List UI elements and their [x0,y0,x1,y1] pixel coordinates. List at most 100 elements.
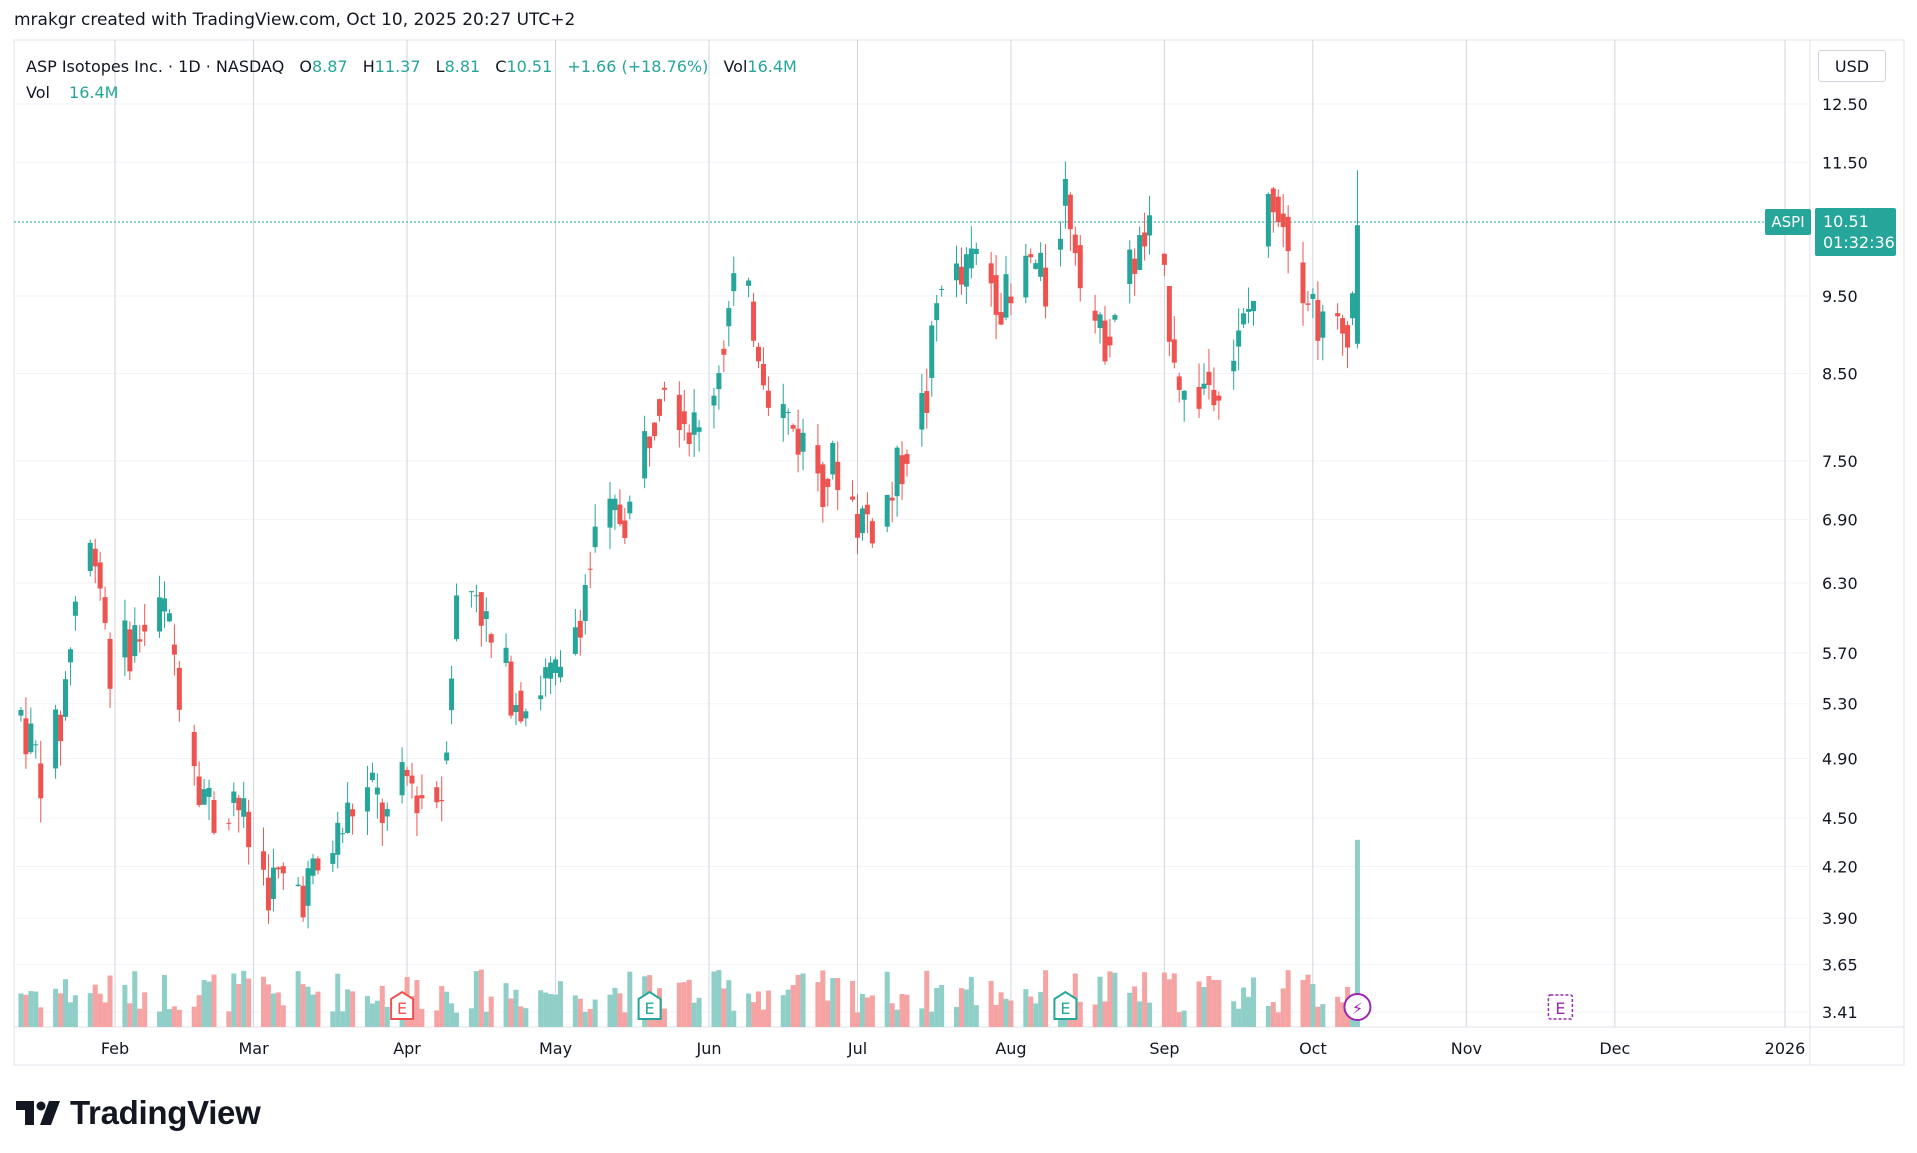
volume-bar [939,984,945,1027]
candle-body [572,627,578,654]
candle-body [1315,299,1321,341]
volume-bar [1142,972,1148,1027]
candle-body [508,661,514,716]
candle-body [171,644,177,655]
volume-bar [340,1011,346,1027]
bar-countdown: 01:32:36 [1823,233,1895,252]
price-tick-label: 3.65 [1822,955,1858,974]
candle-body [577,620,583,638]
candle-body [973,248,979,255]
volume-bar [850,980,856,1027]
price-tick-label: 4.50 [1822,809,1858,828]
candle-body [270,867,276,900]
candle-body [894,447,900,497]
volume-bar [756,991,761,1027]
candle-body [1067,194,1073,230]
volume-bar [894,1009,900,1027]
volume-bar [330,1011,336,1027]
candle-body [72,601,78,616]
volume-bar [954,1006,959,1027]
upcoming-earnings-marker[interactable]: E [1547,994,1574,1020]
volume-bar [102,1002,108,1027]
volume-label: Vol [723,57,748,76]
earnings-marker[interactable]: E [1053,990,1078,1020]
volume-bar [691,1002,697,1027]
volume-bar [206,981,212,1027]
volume-bar [468,1008,474,1027]
candle-body [345,802,351,833]
volume-bar [825,1000,831,1027]
candle-body [681,411,687,425]
volume-bar [63,979,68,1027]
candle-body [864,504,870,515]
volume-bar [859,994,865,1027]
candle-body [335,822,341,855]
candle-body [760,364,766,386]
legend-row-volume: Vol 16.4M [26,80,797,106]
high-label: H [362,57,375,76]
volume-bar [1231,1001,1237,1027]
volume-bar [577,998,583,1027]
volume-bar [58,993,64,1027]
candle-body [939,288,945,290]
tradingview-logo[interactable]: TradingView [16,1094,261,1132]
volume-bar [780,995,786,1027]
event-label: E [397,999,407,1018]
volume-bar [726,980,732,1027]
candle-body [825,478,831,487]
candle-body [92,548,98,567]
volume-bar [454,1012,460,1027]
volume-bar [696,997,702,1027]
low-label: L [435,57,445,76]
tradingview-wordmark: TradingView [70,1094,261,1131]
volume-bar [132,971,138,1027]
candle-body [191,732,197,767]
volume-bar [33,991,39,1027]
volume-bar [265,984,271,1027]
volume-bar [785,989,791,1027]
volume-bar [1236,1008,1242,1027]
candle-body [716,373,722,390]
candle-body [330,853,336,864]
candle-body [1340,318,1346,334]
volume-bar [929,1011,935,1027]
price-tick-label: 8.50 [1822,365,1858,384]
candle-body [444,752,450,761]
volume-bar [795,974,801,1027]
volume-bar [1107,971,1113,1027]
candle-body [1196,386,1202,409]
high-value: 11.37 [374,57,421,76]
volume-bar [835,977,841,1027]
time-tick-label: May [539,1039,572,1058]
candle-body [1280,213,1286,228]
volume-bar [1300,980,1306,1027]
event-label: E [1060,999,1070,1018]
volume-value: 16.4M [747,57,797,76]
candle-body [963,254,969,287]
volume-bar [1097,976,1103,1027]
volume-bar [1166,979,1172,1027]
volume-indicator-label[interactable]: Vol [26,83,50,102]
symbol-name[interactable]: ASP Isotopes Inc. · 1D · NASDAQ [26,57,285,76]
volume-bar [300,984,306,1027]
volume-bar [1196,981,1202,1027]
candle-body [899,455,905,485]
candle-body [1097,314,1103,329]
volume-bar [310,994,316,1027]
volume-bar [1171,973,1177,1027]
volume-bar [1241,987,1247,1027]
earnings-marker[interactable]: E [390,990,415,1020]
dividend-flash-marker[interactable]: ⚡ [1343,993,1372,1021]
volume-bar [270,993,276,1027]
volume-bar [176,1009,182,1027]
candle-body [924,391,930,413]
currency-button[interactable]: USD [1818,50,1886,82]
earnings-marker[interactable]: E [637,990,662,1020]
event-label: ⚡ [1352,999,1363,1018]
volume-bar [622,1012,628,1027]
candle-body [201,789,207,805]
volume-bar [414,980,420,1027]
volume-bar [369,1003,375,1027]
volume-bar [1077,1001,1083,1027]
